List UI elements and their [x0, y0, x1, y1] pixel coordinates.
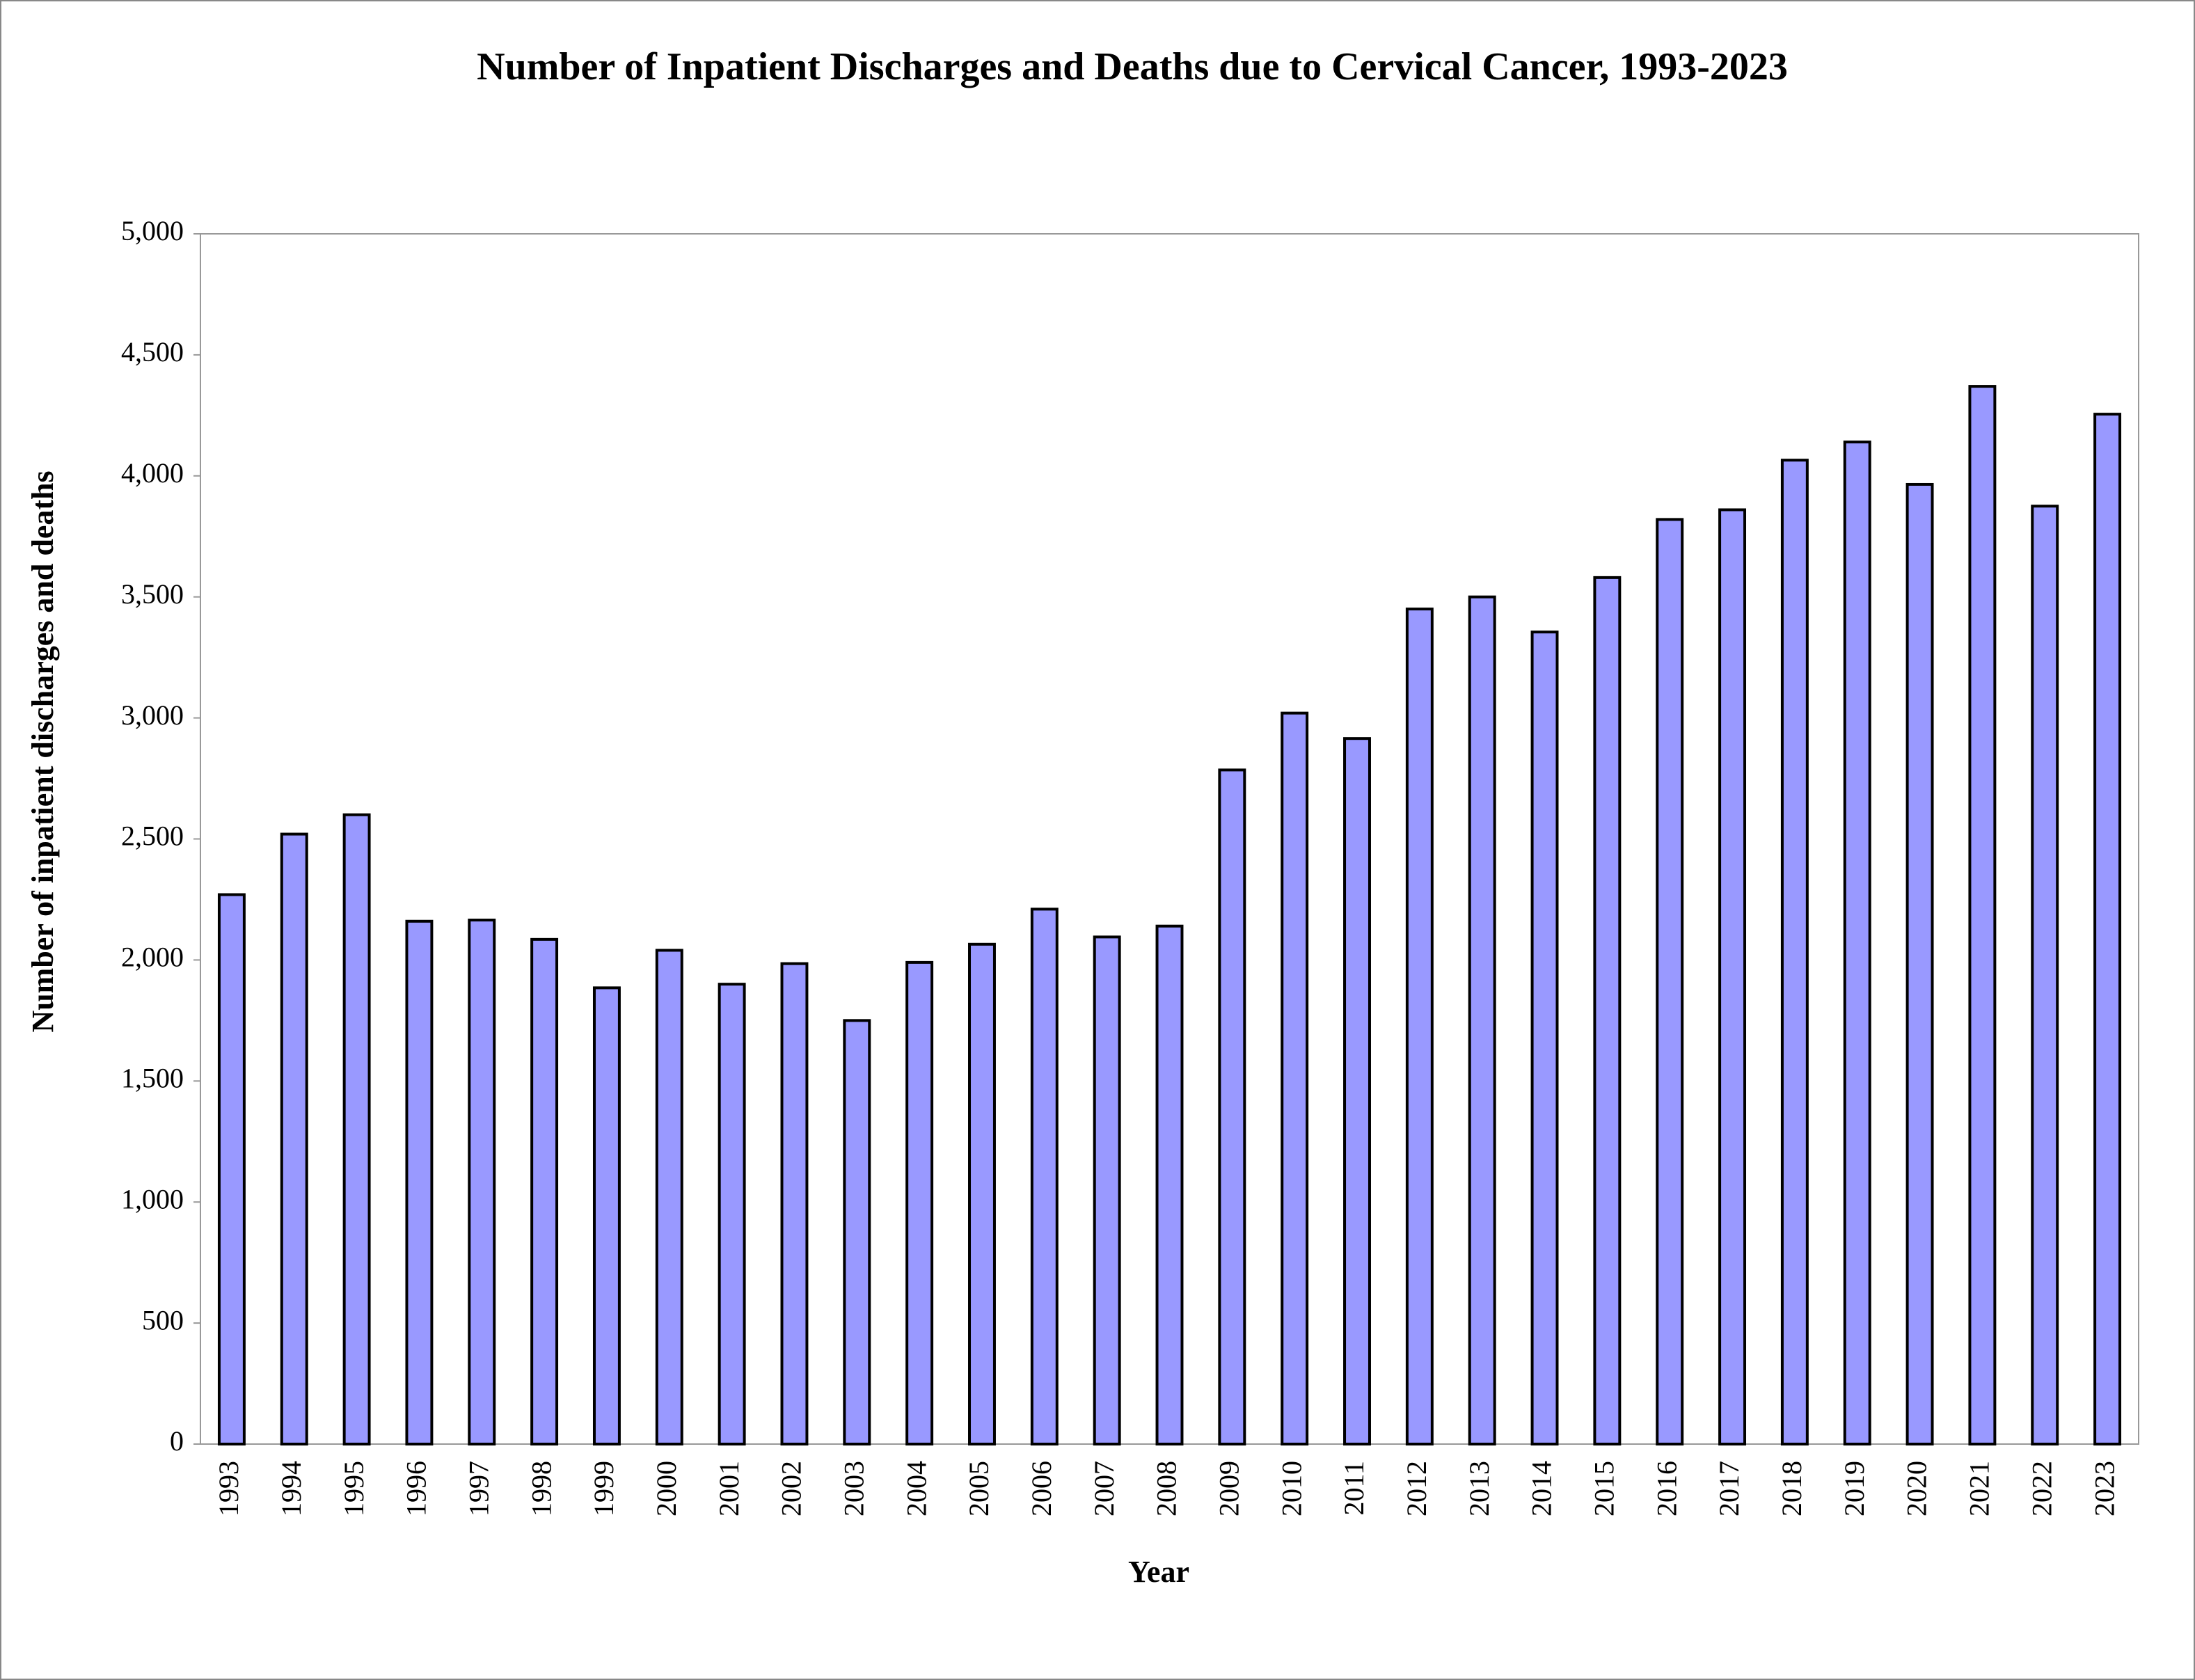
x-tick-label: 1999: [588, 1461, 619, 1516]
x-tick-label: 2015: [1589, 1461, 1620, 1516]
x-tick-label: 1993: [213, 1461, 244, 1516]
x-tick-label: 2009: [1214, 1461, 1245, 1516]
y-axis-label: Number of inpatient discharges and death…: [26, 470, 60, 1032]
bar: [655, 949, 683, 1446]
x-tick-label: 2003: [838, 1461, 869, 1516]
x-tick-label: 2014: [1526, 1461, 1558, 1516]
bar: [342, 813, 371, 1445]
x-tick-label: 2002: [776, 1461, 807, 1516]
x-tick-label: 2005: [963, 1461, 995, 1516]
x-tick-label: 2023: [2089, 1461, 2120, 1516]
bar: [1343, 737, 1371, 1445]
x-tick-label: 2004: [901, 1461, 932, 1516]
bar: [1968, 385, 1997, 1445]
bar: [905, 960, 934, 1446]
bar: [718, 983, 746, 1446]
y-tick-label: 2,000: [121, 942, 184, 973]
y-tick-label: 4,000: [121, 457, 184, 489]
y-tick-label: 0: [170, 1425, 184, 1457]
x-tick-label: 2020: [1901, 1461, 1933, 1516]
x-tick-label: 2013: [1464, 1461, 1495, 1516]
bar: [468, 919, 496, 1445]
bar: [1843, 441, 1871, 1445]
bar: [843, 1019, 871, 1445]
bar: [1718, 508, 1747, 1446]
x-tick-label: 2001: [713, 1461, 745, 1516]
x-tick-label: 2008: [1151, 1461, 1182, 1516]
y-tick-label: 500: [142, 1304, 184, 1336]
x-tick-label: 2018: [1776, 1461, 1807, 1516]
bar: [780, 962, 809, 1445]
y-tick-label: 3,000: [121, 699, 184, 731]
bar: [592, 986, 621, 1445]
x-tick-label: 2016: [1651, 1461, 1682, 1516]
bar: [1905, 482, 1934, 1445]
bar: [1155, 924, 1184, 1445]
bar: [2093, 413, 2122, 1446]
x-tick-label: 1995: [338, 1461, 370, 1516]
x-tick-label: 2021: [1964, 1461, 1995, 1516]
x-tick-label: 2000: [651, 1461, 682, 1516]
bar: [1218, 768, 1246, 1445]
bar: [1281, 711, 1309, 1445]
x-axis-label: Year: [1128, 1555, 1189, 1589]
x-tick-label: 1998: [525, 1461, 557, 1516]
x-tick-label: 2006: [1026, 1461, 1057, 1516]
x-tick-label: 1997: [463, 1461, 494, 1516]
y-tick-label: 2,500: [121, 821, 184, 852]
chart-title: Number of Inpatient Discharges and Death…: [477, 45, 1788, 88]
bar: [1030, 908, 1059, 1446]
bar: [1656, 518, 1684, 1445]
bar: [280, 832, 308, 1445]
bar: [1593, 576, 1622, 1445]
x-tick-label: 2012: [1401, 1461, 1432, 1516]
y-tick-label: 4,500: [121, 336, 184, 367]
bar: [1093, 935, 1121, 1445]
bar: [405, 919, 434, 1445]
x-tick-label: 1994: [276, 1461, 307, 1516]
x-tick-label: 2017: [1713, 1461, 1745, 1516]
y-tick-label: 1,500: [121, 1062, 184, 1093]
bar: [968, 942, 996, 1445]
y-tick-label: 1,000: [121, 1183, 184, 1214]
bar: [2031, 505, 2059, 1445]
bar: [1780, 459, 1809, 1445]
x-tick-label: 1996: [401, 1461, 432, 1516]
x-tick-label: 2011: [1338, 1461, 1370, 1516]
x-tick-label: 2022: [2026, 1461, 2057, 1516]
bar: [1405, 608, 1434, 1446]
x-tick-label: 2010: [1276, 1461, 1307, 1516]
bar: [217, 893, 246, 1445]
x-tick-label: 2019: [1839, 1461, 1870, 1516]
bar: [530, 937, 559, 1446]
bar: [1530, 631, 1559, 1445]
y-tick-label: 5,000: [121, 215, 184, 246]
y-tick-label: 3,500: [121, 578, 184, 610]
bar: [1468, 595, 1496, 1446]
x-tick-label: 2007: [1088, 1461, 1120, 1516]
